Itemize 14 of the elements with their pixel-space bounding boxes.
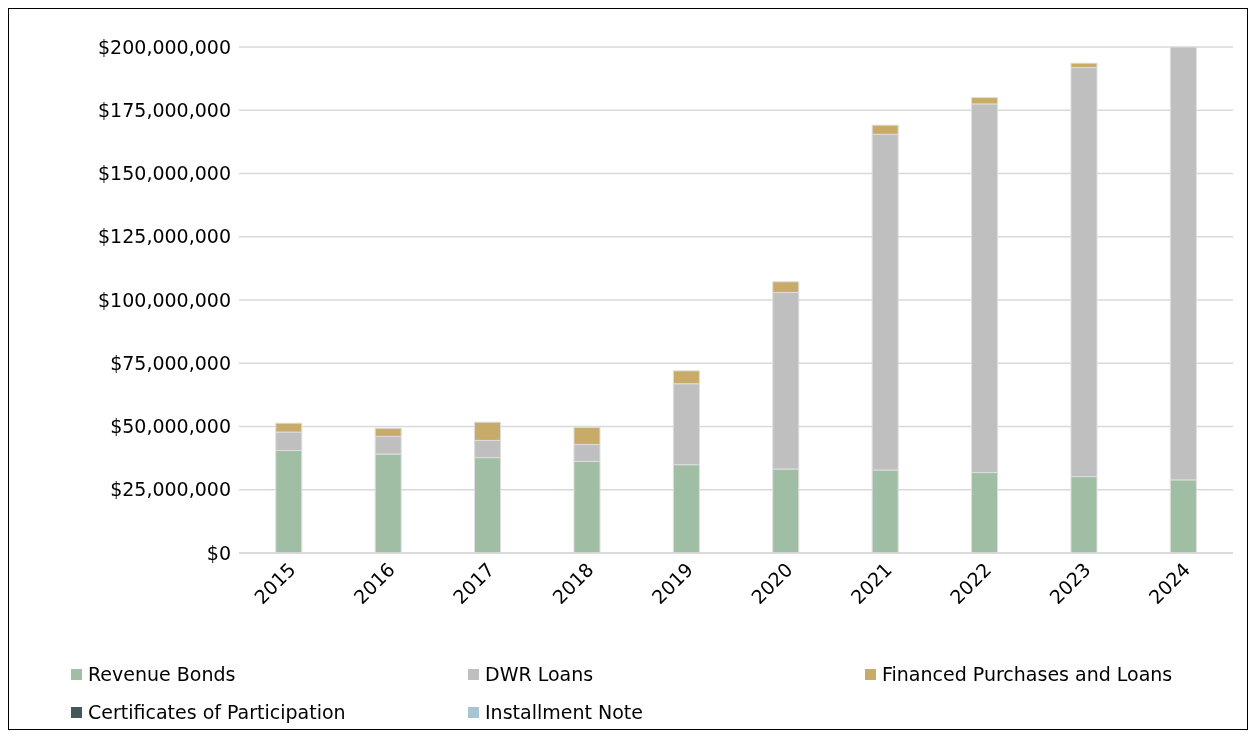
legend-label: Certificates of Participation bbox=[88, 701, 346, 723]
y-tick-label: $75,000,000 bbox=[110, 351, 231, 374]
y-tick-label: $0 bbox=[206, 541, 231, 564]
y-tick-label: $125,000,000 bbox=[98, 225, 231, 248]
y-tick-label: $100,000,000 bbox=[98, 288, 231, 311]
legend-label: Revenue Bonds bbox=[88, 663, 236, 685]
legend-label: Financed Purchases and Loans bbox=[882, 663, 1173, 685]
legend-label: DWR Loans bbox=[485, 663, 594, 685]
y-tick-label: $150,000,000 bbox=[98, 162, 231, 185]
y-tick-label: $200,000,000 bbox=[98, 35, 231, 58]
y-tick-label: $50,000,000 bbox=[110, 415, 231, 438]
y-tick-label: $175,000,000 bbox=[98, 99, 231, 121]
legend-label: Installment Note bbox=[485, 701, 643, 723]
y-tick-label: $25,000,000 bbox=[110, 478, 231, 501]
